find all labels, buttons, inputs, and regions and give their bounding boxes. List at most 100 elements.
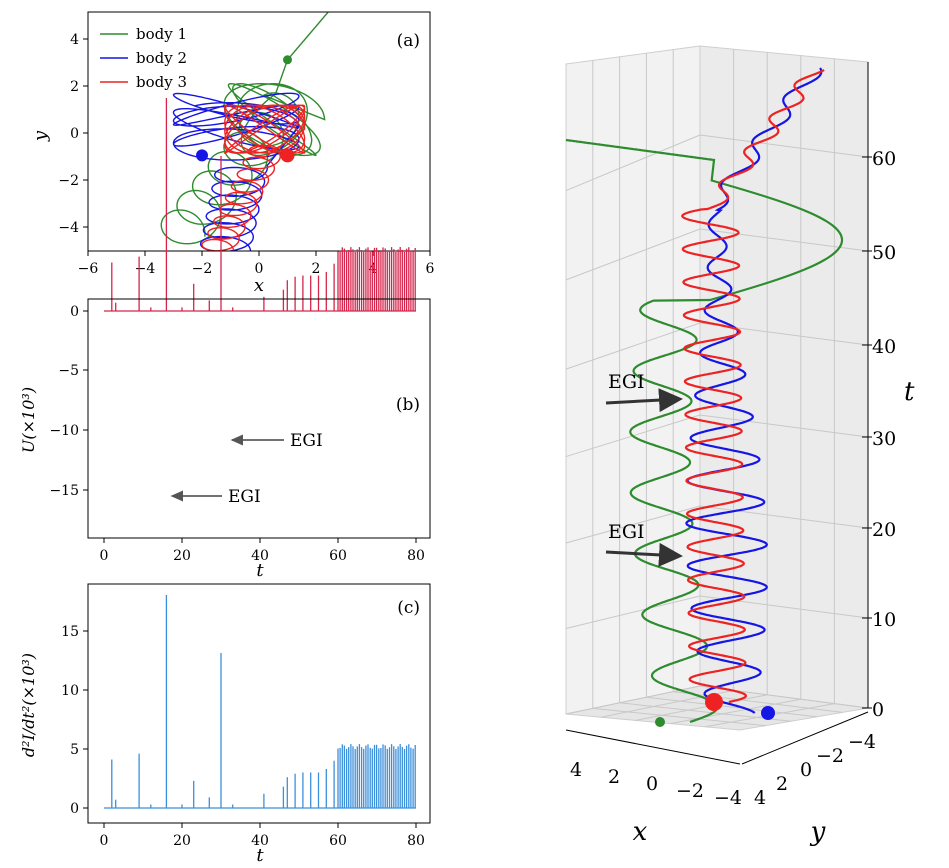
grid-line — [565, 228, 701, 281]
y-axis-label: y — [810, 817, 826, 847]
panel-3d: 0 10 20 30 40 50 60 t 4 2 0 −2 −4 x 4 2 … — [565, 45, 915, 847]
panel-c-frame — [87, 583, 431, 824]
t-tick-label: 40 — [872, 336, 896, 358]
panel-b-xtick-label: 80 — [407, 548, 425, 564]
panel-3d-egi-label-1: EGI — [608, 371, 645, 393]
body3-start-marker — [280, 148, 295, 163]
grid-line — [619, 702, 792, 722]
panel-b-egi-label-2: EGI — [290, 431, 323, 451]
panel-a-xlabel: x — [254, 275, 264, 296]
t-axis-label: t — [904, 377, 915, 407]
panel-b-ytick-label: −10 — [49, 423, 79, 439]
y-tick-label: −2 — [816, 745, 844, 767]
t-tick-label: 10 — [872, 609, 896, 631]
panel-a-xticks — [87, 251, 431, 256]
y-tick-label: 2 — [776, 773, 788, 795]
panel-c: 0 20 40 60 80 0 5 10 15 t d²I/dt²(×10³) … — [19, 583, 431, 866]
body3-start-marker-3d — [705, 693, 723, 711]
body2-start-marker — [196, 149, 208, 162]
panel-c-xtick-label: 80 — [407, 833, 425, 849]
x-tick-label: −2 — [676, 780, 704, 802]
panel-a-xtick-label: −6 — [78, 261, 99, 277]
panel-b-yticks — [83, 310, 88, 491]
panel-a-ylabel: y — [30, 130, 51, 142]
panel-a-xtick-label: 4 — [369, 261, 378, 277]
t-tick-label: 50 — [872, 242, 896, 264]
panel-b-ylabel: U(×10³) — [19, 387, 38, 453]
grid-line — [699, 595, 869, 619]
t-tick-label: 30 — [872, 428, 896, 450]
body3-trajectory — [201, 104, 306, 251]
body1-start-marker-3d — [655, 717, 665, 727]
panel-b-tag: (b) — [396, 395, 420, 415]
panel-3d-egi-arrow-1 — [605, 388, 683, 413]
y-axis-line — [741, 711, 869, 765]
grid-line — [673, 691, 843, 713]
panel-a-xtick-label: 2 — [312, 261, 321, 277]
panel-c-xlabel: t — [256, 845, 264, 866]
panel-a-tag: (a) — [397, 31, 420, 51]
panel-a-ytick-label: 0 — [70, 126, 79, 142]
panel-a-ytick-label: 4 — [70, 32, 79, 48]
panel-c-ytick-label: 15 — [61, 624, 79, 640]
panel-a-xtick-label: −4 — [135, 261, 156, 277]
panel-3d-trajectories — [565, 67, 844, 727]
y-tick-label: 0 — [800, 759, 812, 781]
legend-label-body1: body 1 — [136, 25, 187, 43]
grid-line — [565, 505, 701, 544]
body1-trajectory-3d — [565, 138, 844, 724]
grid-line — [565, 595, 701, 629]
panel-a-trajectories — [160, 12, 330, 251]
x-tick-label: 4 — [570, 759, 582, 781]
y-tick-label: 4 — [754, 787, 766, 809]
panel-a-legend: body 1 body 2 body 3 — [100, 25, 187, 91]
panel-b-xtick-label: 0 — [100, 548, 109, 564]
panel-c-xtick-label: 20 — [173, 833, 191, 849]
grid-line — [565, 322, 701, 370]
x-axis-line — [565, 729, 741, 765]
panel-c-xtick-label: 60 — [329, 833, 347, 849]
panel-a-xtick-label: 0 — [255, 261, 264, 277]
grid-line — [592, 707, 766, 727]
panel-b-xtick-label: 60 — [329, 548, 347, 564]
grid-line — [635, 694, 768, 721]
panel-b-xlabel: t — [256, 560, 264, 581]
panel-a: −6 −4 −2 0 2 4 6 4 2 0 −2 −4 x y (a) bod… — [30, 11, 435, 296]
panel-c-xticks — [103, 823, 417, 828]
panel-c-ytick-label: 0 — [70, 801, 79, 817]
legend-label-body2: body 2 — [136, 49, 187, 67]
grid-line — [699, 414, 869, 438]
grid-line — [565, 685, 701, 715]
y-tick-label: −4 — [848, 731, 876, 753]
x-tick-label: 0 — [646, 773, 658, 795]
x-tick-label: −4 — [714, 787, 742, 809]
grid-line — [699, 505, 869, 529]
body2-trajectory — [172, 92, 300, 251]
panel-3d-egi-arrow-2 — [605, 542, 683, 567]
panel-a-yticks — [83, 38, 88, 228]
panel-a-xtick-label: 6 — [426, 261, 435, 277]
panel-c-ylabel: d²I/dt²(×10³) — [19, 653, 38, 757]
panel-c-yticks — [83, 630, 88, 809]
x-tick-label: 2 — [608, 766, 620, 788]
panel-c-tag: (c) — [397, 598, 420, 618]
grid-line — [670, 698, 801, 725]
panel-a-ytick-label: −2 — [58, 173, 79, 189]
panel-b-xtick-label: 20 — [173, 548, 191, 564]
panel-c-xtick-label: 40 — [251, 833, 269, 849]
back-pane-right — [699, 45, 869, 709]
body2-start-marker-3d — [761, 706, 775, 720]
t-tick-label: 20 — [872, 519, 896, 541]
panel-c-moment-series — [104, 595, 416, 809]
legend-label-body3: body 3 — [136, 73, 187, 91]
x-axis-label: x — [633, 817, 648, 847]
panel-b-frame — [87, 298, 431, 539]
grid-line — [646, 696, 817, 718]
panel-3d-egi-label-2: EGI — [608, 521, 645, 543]
panel-a-ytick-label: −4 — [58, 220, 79, 236]
panel-b-ytick-label: −5 — [58, 363, 79, 379]
t-tick-label: 60 — [872, 148, 896, 170]
t-axis-ticks — [862, 156, 872, 709]
panel-a-ytick-label: 2 — [70, 79, 79, 95]
panel-3d-panes — [565, 45, 869, 731]
